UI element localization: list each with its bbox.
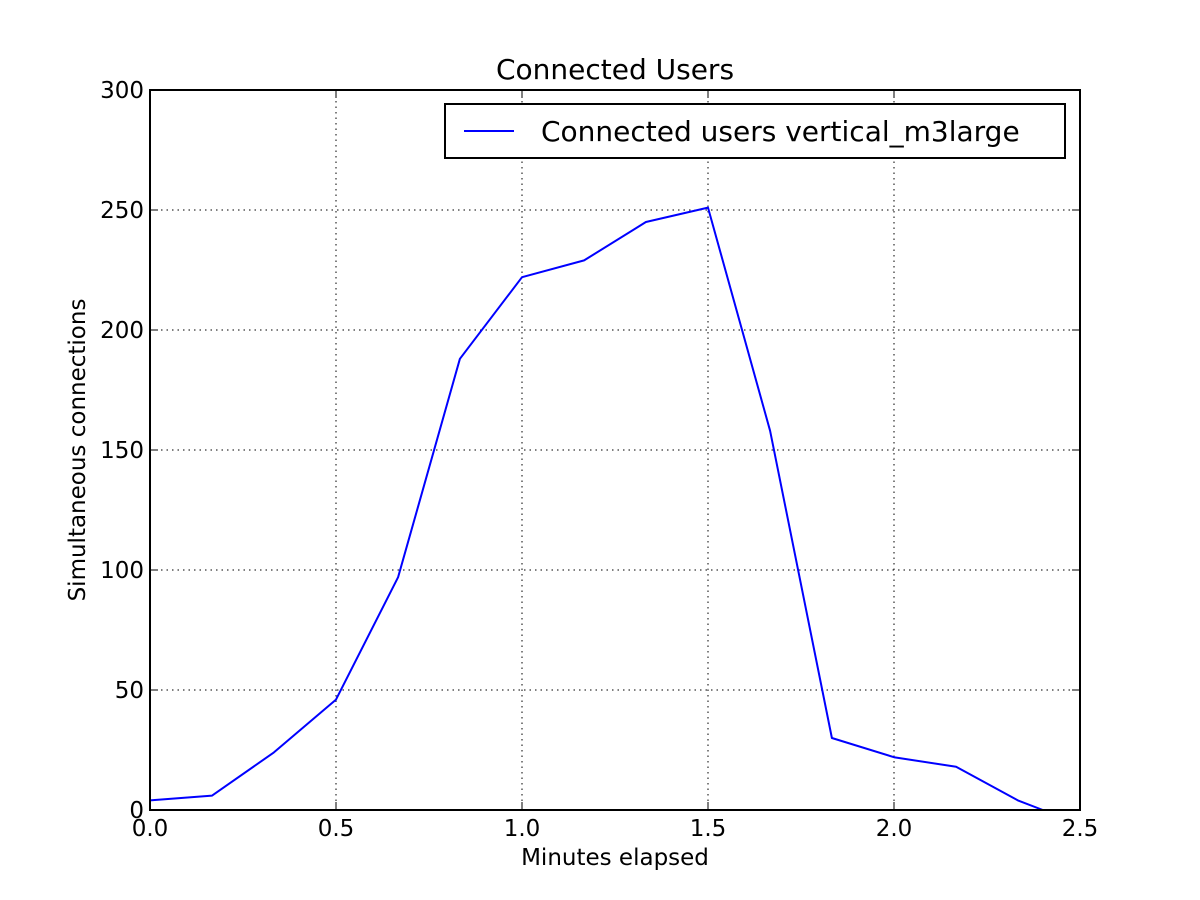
x-tick-labels: 0.0 0.5 1.0 1.5 2.0 2.5 xyxy=(132,816,1099,842)
y-tick-label: 250 xyxy=(100,198,144,224)
plot-area xyxy=(150,90,1080,810)
x-tick-label: 1.0 xyxy=(504,816,541,842)
y-tick-label: 100 xyxy=(100,558,144,584)
y-axis-label: Simultaneous connections xyxy=(65,299,91,602)
x-tick-label: 1.5 xyxy=(690,816,727,842)
x-tick-label: 2.0 xyxy=(876,816,913,842)
y-tick-label: 150 xyxy=(100,438,144,464)
x-tick-label: 0.5 xyxy=(318,816,355,842)
legend-label: Connected users vertical_m3large xyxy=(541,115,1020,148)
legend: Connected users vertical_m3large xyxy=(444,103,1066,159)
legend-box xyxy=(444,103,1066,159)
x-tick-label: 2.5 xyxy=(1062,816,1099,842)
axis-ticks xyxy=(149,89,1081,811)
y-tick-label: 50 xyxy=(115,678,144,704)
chart-title: Connected Users xyxy=(496,53,734,86)
x-tick-label: 0.0 xyxy=(132,816,169,842)
y-tick-label: 0 xyxy=(129,798,144,824)
x-axis-label: Minutes elapsed xyxy=(521,845,709,871)
y-tick-labels: 0 50 100 150 200 250 300 xyxy=(100,78,144,824)
y-tick-label: 300 xyxy=(100,78,144,104)
y-tick-label: 200 xyxy=(100,318,144,344)
series-line-connected-users xyxy=(149,206,1044,811)
